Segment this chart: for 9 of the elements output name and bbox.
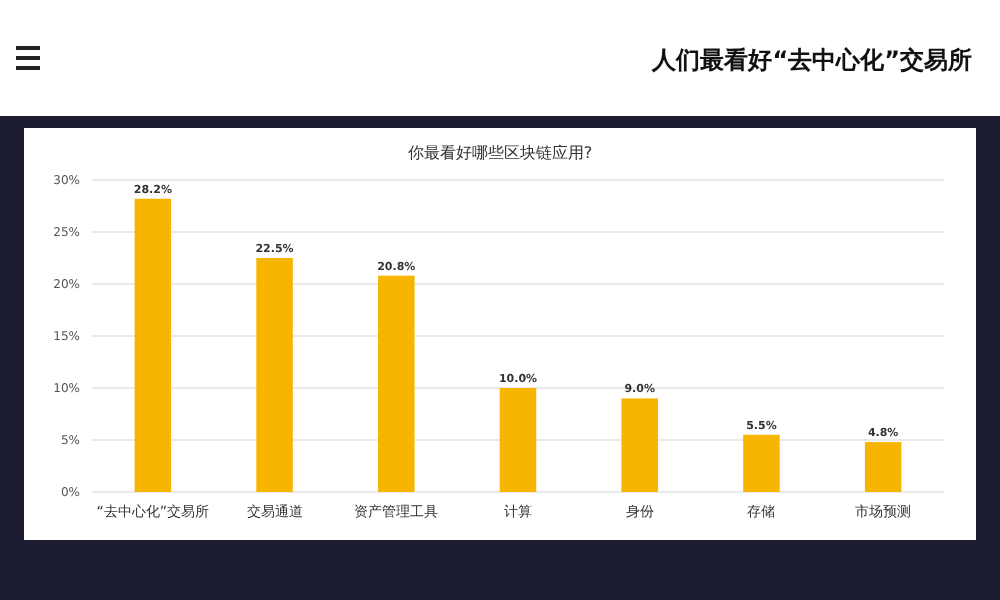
bar	[864, 442, 902, 492]
bar	[743, 434, 780, 492]
bar	[621, 398, 658, 492]
bar	[499, 388, 537, 492]
bar	[378, 275, 415, 492]
chart-title: 人们最看好“去中心化”交易所	[650, 46, 972, 74]
bar	[256, 258, 293, 492]
chart-subtitle: 你最看好哪些区块链应用?	[407, 144, 593, 162]
bar	[134, 198, 172, 492]
